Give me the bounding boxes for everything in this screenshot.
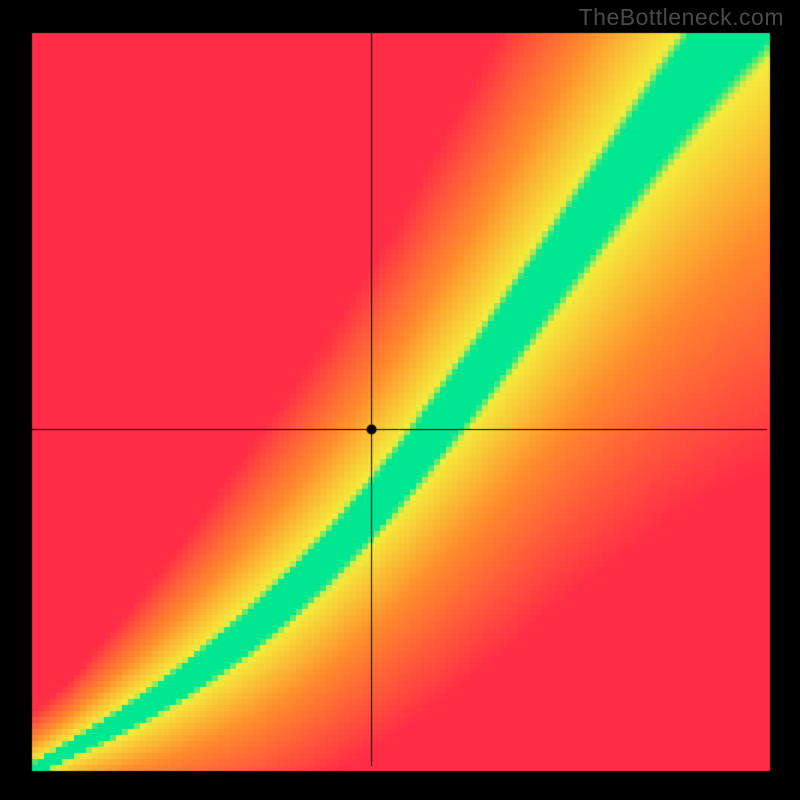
watermark-text: TheBottleneck.com	[579, 4, 784, 31]
bottleneck-heatmap	[0, 0, 800, 800]
chart-container: TheBottleneck.com	[0, 0, 800, 800]
